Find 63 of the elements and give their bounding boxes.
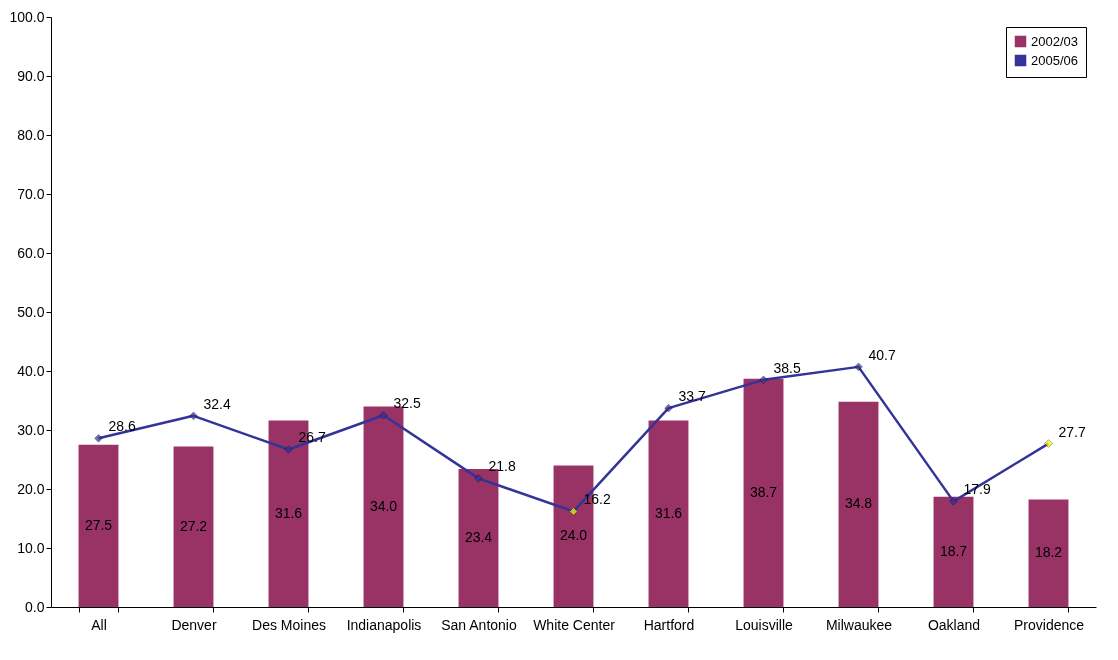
data-label: 28.6	[108, 418, 136, 435]
y-tick-label: 10.0	[17, 539, 45, 556]
bar	[1028, 499, 1069, 607]
x-tick-label: Indianapolis	[346, 616, 422, 633]
bar	[648, 420, 689, 607]
x-tick-label: San Antonio	[441, 616, 517, 633]
x-tick-label: Milwaukee	[825, 616, 893, 633]
bar	[363, 406, 404, 607]
data-label: 38.7	[749, 483, 778, 500]
point	[854, 362, 863, 371]
x-tick-label: Providence	[1013, 616, 1085, 633]
data-label: 40.7	[868, 346, 896, 363]
point	[664, 404, 673, 413]
y-tick-label: 20.0	[17, 480, 45, 497]
y-tick-label: 40.0	[17, 362, 45, 379]
y-tick-label: 50.0	[17, 303, 45, 320]
data-label: 18.2	[1034, 544, 1063, 561]
y-tick-label: 90.0	[17, 67, 45, 84]
data-label: 32.5	[393, 395, 421, 412]
point	[379, 411, 388, 420]
x-tick-label: Des Moines	[252, 616, 326, 633]
y-tick-label: 60.0	[17, 244, 45, 261]
y-tick-label: 100.0	[9, 8, 45, 25]
point	[474, 474, 483, 483]
data-label: 27.7	[1058, 423, 1086, 440]
bar	[173, 446, 214, 607]
data-label: 31.6	[274, 504, 303, 521]
point	[94, 434, 103, 443]
data-label: 38.5	[773, 359, 801, 376]
y-tick-label: 70.0	[17, 185, 45, 202]
data-label: 27.5	[84, 516, 113, 533]
data-label: 33.7	[678, 388, 706, 405]
point	[189, 411, 198, 420]
x-tick-label: All	[91, 616, 107, 633]
legend-label: 2002/03	[1031, 33, 1078, 49]
point	[759, 375, 768, 384]
y-tick-label: 0.0	[25, 598, 45, 615]
x-tick-label: Louisville	[735, 616, 793, 633]
data-label: 34.8	[844, 495, 873, 512]
x-tick-label: Hartford	[643, 616, 695, 633]
data-label: 24.0	[559, 527, 588, 544]
data-label: 32.4	[203, 395, 231, 412]
x-tick-label: Oakland	[927, 616, 981, 633]
data-label: 18.7	[939, 542, 968, 559]
bar	[743, 378, 784, 607]
data-label: 27.2	[179, 517, 208, 534]
point	[569, 507, 578, 516]
point	[949, 497, 958, 506]
data-label: 31.6	[654, 504, 683, 521]
data-label: 34.0	[369, 497, 398, 514]
y-tick-label: 30.0	[17, 421, 45, 438]
y-tick-label: 80.0	[17, 126, 45, 143]
point	[284, 445, 293, 454]
x-tick-label: White Center	[533, 616, 616, 633]
data-label: 23.4	[464, 528, 493, 545]
bar	[838, 401, 879, 607]
bar	[78, 444, 119, 607]
point	[1044, 439, 1053, 448]
legend-label: 2005/06	[1031, 52, 1078, 68]
data-label: 21.8	[488, 458, 516, 475]
bar	[933, 496, 974, 607]
data-label: 26.7	[298, 429, 326, 446]
x-tick-label: Denver	[171, 616, 217, 633]
